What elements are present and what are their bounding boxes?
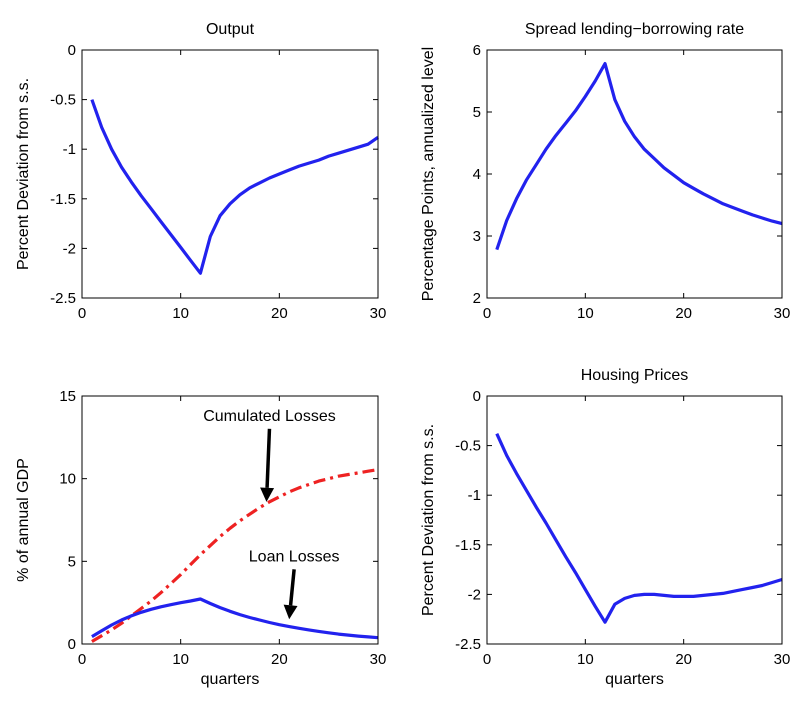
y-tick-label: -0.5: [50, 92, 76, 109]
y-tick-label: 6: [473, 42, 481, 59]
x-tick-label: 10: [577, 651, 594, 668]
x-tick-label: 10: [577, 305, 594, 322]
y-tick-label: -1.5: [50, 191, 76, 208]
x-tick-label: 20: [675, 305, 692, 322]
chart-title: Housing Prices: [581, 367, 689, 384]
y-tick-label: -2.5: [50, 290, 76, 307]
x-tick-label: 0: [483, 651, 491, 668]
annotation-arrow-head: [283, 604, 298, 620]
chart-panel-1: 0 10 20 30 0 -0.5 -1 -1.5 -2 -2.5 Output Percent De…: [15, 21, 386, 322]
plot-area-frame: [81, 49, 379, 299]
y-axis-label: Percent Deviation from s.s.: [15, 78, 32, 270]
annotation-arrow-shaft: [288, 569, 296, 606]
y-tick-label: 0: [68, 42, 76, 59]
chart-title: Output: [206, 21, 255, 38]
x-axis-label: quarters: [201, 671, 260, 688]
plot-area-frame: [81, 395, 379, 645]
y-tick-label: -1.5: [455, 537, 481, 554]
y-tick-label: -0.5: [455, 438, 481, 455]
y-axis-label: Percent Deviation from s.s.: [420, 424, 437, 616]
y-axis-label: % of annual GDP: [15, 458, 32, 582]
y-tick-label: 5: [473, 104, 481, 121]
series-line-1-1: [90, 99, 379, 275]
annotation-arrow-head: [260, 487, 275, 502]
y-tick-label: 0: [473, 388, 481, 405]
chart-panel-3: 0 10 20 30 0 5 10 15 % of annual GDP quarters Cumu…: [15, 388, 386, 688]
x-tick-label: 10: [172, 305, 189, 322]
series-line-4-1: [495, 433, 783, 624]
annotation-label: Cumulated Losses: [203, 408, 336, 425]
y-tick-label: -1: [63, 141, 76, 158]
y-tick-label: 3: [473, 228, 481, 245]
chart-title: Spread lending−borrowing rate: [525, 21, 744, 38]
y-tick-label: 15: [59, 388, 76, 405]
x-tick-label: 30: [774, 651, 791, 668]
y-tick-label: 5: [68, 553, 76, 570]
y-tick-label: 2: [473, 290, 481, 307]
series-line-2-1: [495, 62, 783, 251]
x-tick-label: 20: [271, 305, 288, 322]
x-tick-label: 30: [370, 305, 387, 322]
y-tick-label: 10: [59, 471, 76, 488]
y-tick-label: -1: [468, 487, 481, 504]
series-line-3-2: [91, 597, 379, 640]
y-axis-label: Percentage Points, annualized level: [420, 47, 437, 301]
x-tick-label: 20: [675, 651, 692, 668]
x-tick-label: 0: [78, 305, 86, 322]
y-tick-label: 4: [473, 166, 481, 183]
chart-panel-2: 0 10 20 30 2 3 4 5 6 Spread lending−borrowing rat…: [420, 21, 790, 322]
y-tick-label: -2.5: [455, 636, 481, 653]
x-tick-label: 20: [271, 651, 288, 668]
annotation-label: Loan Losses: [249, 548, 340, 565]
x-axis-label: quarters: [605, 671, 664, 688]
y-tick-label: 0: [68, 636, 76, 653]
chart-panel-4: 0 10 20 30 0 -0.5 -1 -1.5 -2 -2.5 Housing Prices Pe…: [420, 367, 790, 688]
annotation-arrow-shaft: [265, 428, 272, 488]
y-tick-label: -2: [63, 240, 76, 257]
x-tick-label: 0: [483, 305, 491, 322]
x-tick-label: 0: [78, 651, 86, 668]
y-tick-label: -2: [468, 586, 481, 603]
series-line-3-1: [91, 468, 379, 643]
x-tick-label: 30: [370, 651, 387, 668]
x-tick-label: 10: [172, 651, 189, 668]
plot-area-frame: [486, 395, 783, 645]
x-tick-label: 30: [774, 305, 791, 322]
